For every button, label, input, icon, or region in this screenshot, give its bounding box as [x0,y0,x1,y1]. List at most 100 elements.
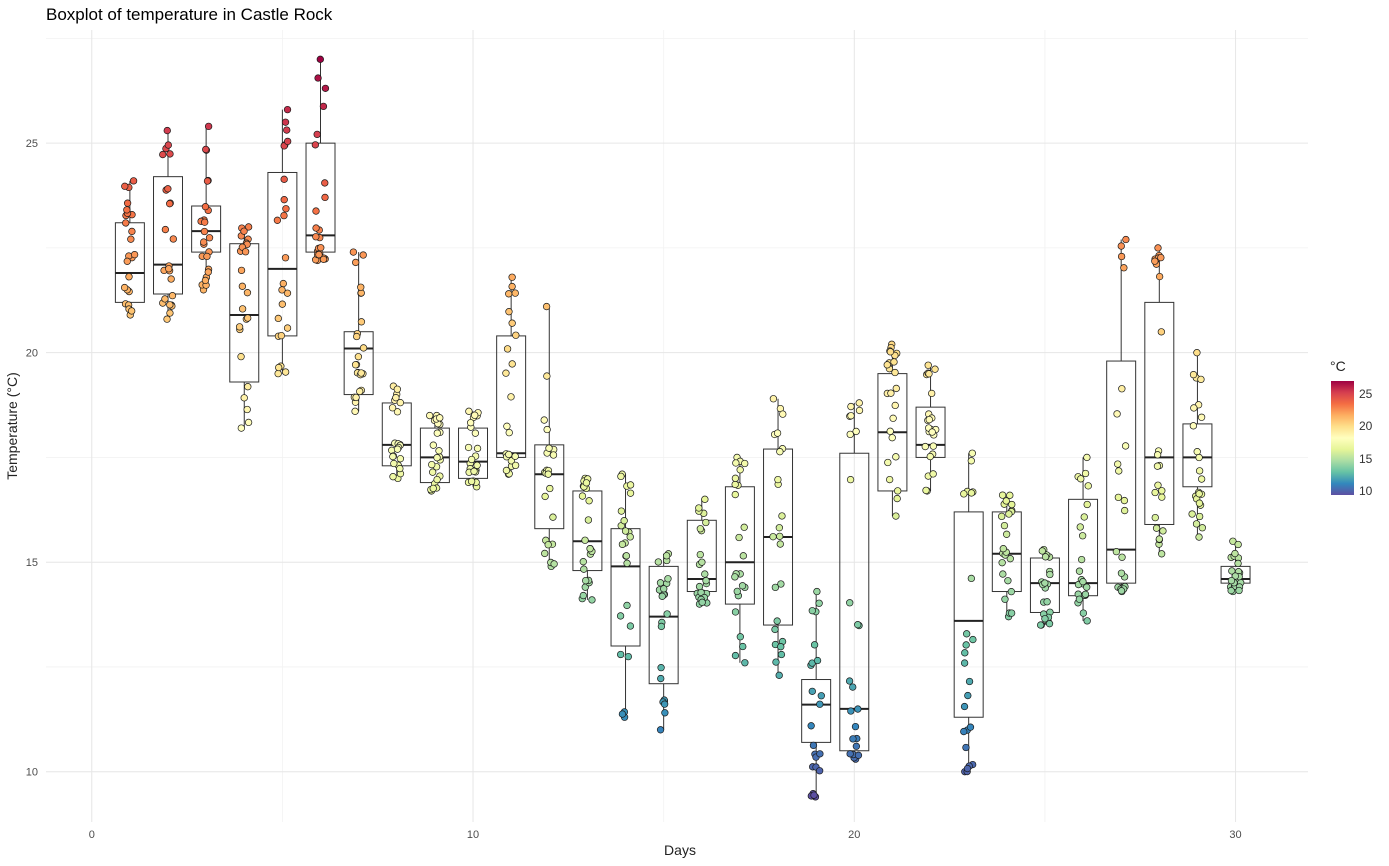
data-point [161,225,170,234]
data-point [662,552,671,560]
data-point [200,238,208,246]
data-point [502,466,511,475]
data-point [352,393,360,402]
data-point [579,558,587,566]
data-point [540,416,548,424]
data-point [663,610,671,618]
data-point [1077,475,1085,483]
data-point [543,425,551,434]
data-point [203,252,211,261]
data-point [315,250,323,259]
data-point [776,532,784,540]
data-point [969,635,977,644]
data-point [698,598,706,606]
data-point [389,473,397,481]
data-point [696,550,704,559]
data-point [464,443,473,452]
data-point [626,481,635,489]
data-point [1227,586,1235,595]
data-point [396,398,404,407]
data-point [281,368,290,376]
box-day-2 [153,176,183,295]
legend-tick-label: 10 [1359,484,1373,499]
data-point [280,211,288,220]
data-point [312,224,320,232]
data-point [852,742,861,750]
data-point [241,248,250,256]
data-point [733,587,741,596]
data-point [1079,609,1088,617]
data-point [278,300,286,308]
data-point [883,361,891,369]
data-point [736,633,744,641]
data-point [313,130,321,139]
data-point [660,700,669,708]
data-point [202,145,210,154]
data-point [163,315,171,323]
data-point [779,410,787,418]
data-point [357,283,365,291]
data-point [1157,253,1165,262]
data-point [165,265,173,273]
data-point [771,625,779,634]
data-point [125,273,133,281]
data-point [618,710,627,718]
data-point [929,470,937,478]
data-point [773,617,781,625]
data-point [473,444,482,453]
data-point [854,751,863,759]
data-point [169,235,177,243]
data-point [1081,590,1090,598]
data-point [390,459,398,468]
data-point [962,743,970,752]
box-day-4 [229,243,260,383]
data-point [1081,469,1090,478]
data-point [1078,532,1087,540]
data-point [695,504,703,512]
data-point [243,289,252,297]
x-tick-label: 20 [848,829,860,841]
data-point [1083,500,1091,509]
data-point [203,177,212,185]
data-point [585,497,593,505]
data-point [846,475,855,484]
data-point [774,475,782,484]
data-point [201,276,210,285]
data-point [244,383,252,391]
data-point [359,344,368,352]
data-point [128,307,136,315]
data-point [283,289,292,297]
data-point [316,55,324,63]
data-point [240,394,248,402]
data-point [319,255,328,263]
data-point [1195,467,1204,475]
data-point [351,407,359,415]
data-point [129,177,138,185]
data-point [582,479,591,487]
data-point [502,369,510,377]
data-point [508,273,516,281]
data-point [353,332,361,341]
data-point [809,741,818,750]
data-point [1235,586,1243,595]
data-point [1234,540,1242,549]
data-point [433,429,441,437]
data-point [1228,567,1236,575]
data-point [777,650,786,659]
data-point [890,358,898,366]
data-point [961,649,969,657]
box-day-20 [839,452,870,752]
data-point [998,491,1007,499]
data-point [467,477,476,486]
data-point [1158,487,1166,495]
data-point [1000,521,1009,530]
data-point [929,442,937,450]
data-point [393,408,402,416]
data-point [847,402,855,411]
data-point [771,583,780,592]
data-point [127,235,135,243]
data-point [244,223,253,231]
data-point [237,424,245,432]
data-point [505,428,513,437]
